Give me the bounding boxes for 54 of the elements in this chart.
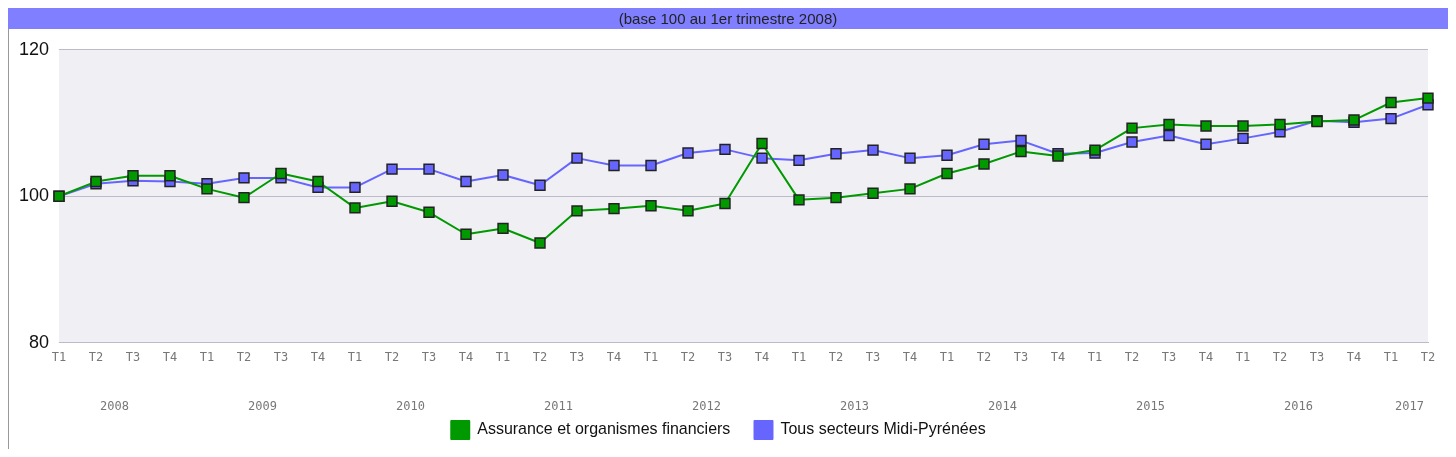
x-tick-label: T4 <box>754 349 770 364</box>
x-tick-label: T4 <box>1346 349 1362 364</box>
x-tick-label: T4 <box>1198 349 1214 364</box>
legend-label: Assurance et organismes financiers <box>477 420 731 438</box>
text: 2012 <box>692 399 721 414</box>
x-tick-label: T3 <box>1161 349 1177 364</box>
x-tick-label: T3 <box>569 349 585 364</box>
x-tick-label: T1 <box>347 349 363 364</box>
x-tick-label: T2 <box>976 349 992 364</box>
x-tick-label: T2 <box>384 349 400 364</box>
x-tick-label: T2 <box>1124 349 1140 364</box>
text: 2009 <box>248 399 277 414</box>
text: 2013 <box>840 399 869 414</box>
x-tick-label: T1 <box>1087 349 1103 364</box>
y-tick-label: 120 <box>19 38 49 59</box>
x-tick-label: T1 <box>1235 349 1251 364</box>
x-tick-label: T4 <box>310 349 326 364</box>
x-tick-label: T1 <box>495 349 511 364</box>
x-tick-label: T3 <box>421 349 437 364</box>
x-tick-label: T4 <box>458 349 474 364</box>
text: 2010 <box>396 399 425 414</box>
x-tick-label: T4 <box>1050 349 1066 364</box>
x-tick-label: T2 <box>1272 349 1288 364</box>
x-tick-label: T2 <box>532 349 548 364</box>
x-tick-label: T2 <box>88 349 104 364</box>
x-tick-label: T1 <box>791 349 807 364</box>
y-tick-label: 80 <box>29 331 49 352</box>
text: 2017 <box>1395 399 1424 414</box>
x-tick-label: T4 <box>606 349 622 364</box>
x-tick-label: T3 <box>865 349 881 364</box>
x-tick-label: T3 <box>273 349 289 364</box>
x-tick-label: T1 <box>643 349 659 364</box>
x-tick-label: T4 <box>902 349 918 364</box>
x-tick-label: T4 <box>162 349 178 364</box>
x-tick-label: T2 <box>828 349 844 364</box>
text: 2008 <box>100 399 129 414</box>
x-tick-label: T1 <box>1383 349 1399 364</box>
legend-label: Tous secteurs Midi-Pyrénées <box>780 420 986 438</box>
x-tick-label: T3 <box>1309 349 1325 364</box>
x-tick-label: T2 <box>236 349 252 364</box>
x-tick-label: T2 <box>680 349 696 364</box>
text: 2016 <box>1284 399 1313 414</box>
chart-subtitle: (base 100 au 1er trimestre 2008) <box>8 8 1448 29</box>
x-tick-label: T3 <box>1013 349 1029 364</box>
x-tick-label: T1 <box>939 349 955 364</box>
x-tick-label: T2 <box>1420 349 1436 364</box>
text: 2014 <box>988 399 1017 414</box>
x-tick-label: T1 <box>51 349 67 364</box>
x-tick-label: T3 <box>717 349 733 364</box>
x-tick-label: T3 <box>125 349 141 364</box>
text: 2011 <box>544 399 573 414</box>
text: 2015 <box>1136 399 1165 414</box>
y-tick-label: 100 <box>19 185 49 206</box>
x-tick-label: T1 <box>199 349 215 364</box>
